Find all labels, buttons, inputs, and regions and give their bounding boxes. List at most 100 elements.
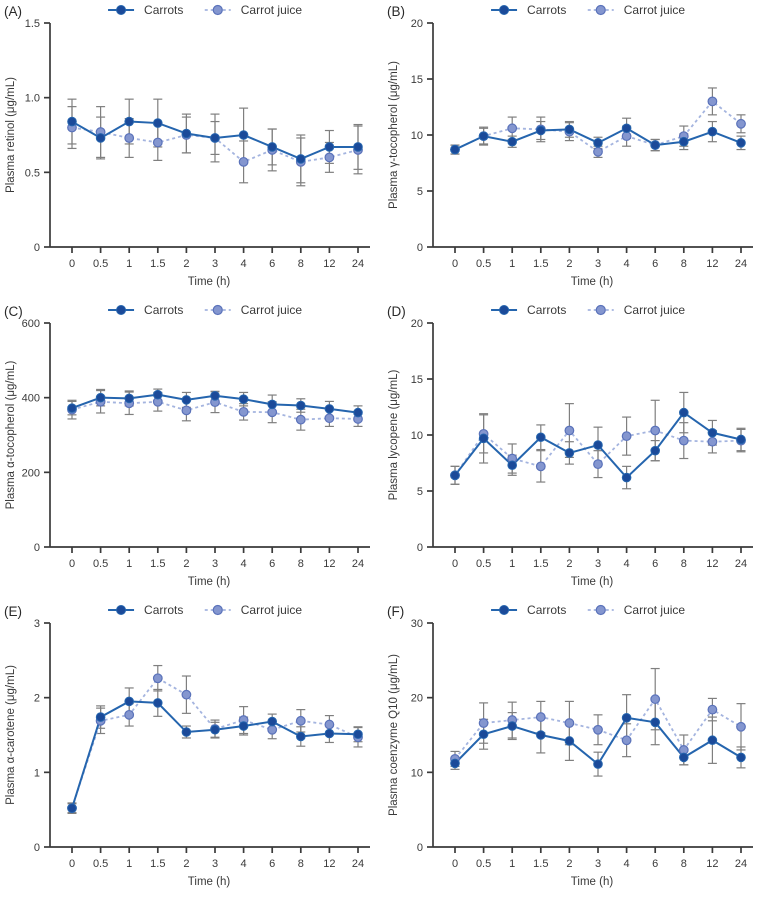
x-tick-label: 12 xyxy=(323,858,335,870)
panel-label: (D) xyxy=(387,304,406,319)
x-tick-label: 24 xyxy=(735,558,747,570)
carrots-marker xyxy=(507,460,517,471)
legend-marker-carrot-juice xyxy=(212,4,223,16)
carrot-juice-marker xyxy=(152,137,163,148)
legend-marker-carrot-juice xyxy=(212,304,223,316)
carrots-marker xyxy=(296,400,306,411)
x-tick-label: 0 xyxy=(452,558,458,570)
carrot-juice-marker xyxy=(507,123,518,134)
legend-marker-carrots xyxy=(116,605,127,615)
x-tick-label: 0 xyxy=(69,258,75,270)
panel-A: (A) Carrots Carrot juice 0 0.5 1.0 1.5 0 0.5 1 1.5… xyxy=(0,0,383,300)
x-tick-label: 0.5 xyxy=(476,558,491,570)
carrot-juice-marker xyxy=(124,133,135,143)
x-tick-label: 6 xyxy=(652,258,658,270)
x-tick-label: 0 xyxy=(452,258,458,270)
carrots-marker xyxy=(324,728,335,739)
carrots-marker xyxy=(679,752,689,763)
y-tick-label: 1.0 xyxy=(25,93,40,105)
legend-label-carrot-juice: Carrot juice xyxy=(624,303,686,317)
carrots-marker xyxy=(536,125,546,136)
carrots-marker xyxy=(267,142,278,152)
y-tick-label: 20 xyxy=(411,693,423,705)
legend-marker-carrot-juice xyxy=(595,4,606,16)
carrots-marker xyxy=(593,759,603,769)
carrots-marker xyxy=(621,472,632,483)
carrots-marker xyxy=(507,136,517,147)
carrot-juice-marker xyxy=(593,459,603,470)
x-tick-label: 2 xyxy=(183,558,189,570)
x-tick-label: 1.5 xyxy=(533,558,548,570)
carrots-marker xyxy=(95,133,106,143)
legend-marker-carrots xyxy=(499,5,510,15)
y-tick-label: 15 xyxy=(411,74,423,86)
x-tick-label: 3 xyxy=(212,858,218,870)
panel-label: (A) xyxy=(4,4,22,19)
y-tick-label: 30 xyxy=(411,618,423,630)
carrots-marker xyxy=(707,735,718,746)
carrots-marker xyxy=(353,407,363,418)
carrots-marker xyxy=(153,698,163,708)
legend-label-carrots: Carrots xyxy=(144,3,183,17)
carrot-juice-marker xyxy=(324,152,335,163)
x-tick-label: 12 xyxy=(323,258,335,270)
panel-D: (D) Carrots Carrot juice 0 5 10 15 20 0 0.5 1 1.5 2 3… xyxy=(383,300,765,600)
carrot-juice-marker xyxy=(181,689,192,700)
x-tick-label: 3 xyxy=(595,858,601,870)
legend-label-carrot-juice: Carrot juice xyxy=(241,603,303,617)
x-tick-label: 8 xyxy=(298,258,304,270)
y-tick-label: 5 xyxy=(417,486,423,498)
legend-label-carrots: Carrots xyxy=(527,603,566,617)
x-tick-label: 0 xyxy=(69,858,75,870)
carrot-juice-marker xyxy=(267,407,278,418)
x-tick-label: 12 xyxy=(706,558,718,570)
carrot-juice-marker xyxy=(267,724,278,735)
carrot-juice-marker xyxy=(650,694,661,705)
carrots-marker xyxy=(536,730,546,740)
y-tick-label: 10 xyxy=(411,430,423,442)
carrots-marker xyxy=(210,133,220,143)
legend-marker-carrot-juice xyxy=(595,604,606,616)
y-tick-label: 400 xyxy=(22,393,40,405)
x-tick-label: 0.5 xyxy=(476,258,491,270)
legend-marker-carrots xyxy=(499,305,510,315)
chart-F-svg: (F) Carrots Carrot juice 0 10 20 30 0 0.5 1 1.5 2 3 4… xyxy=(387,603,753,888)
carrots-marker xyxy=(353,729,363,740)
carrots-marker xyxy=(210,391,220,401)
y-tick-label: 0 xyxy=(417,842,423,854)
carrot-juice-marker xyxy=(593,724,603,735)
legend-marker-carrots xyxy=(499,605,510,615)
x-tick-label: 1 xyxy=(509,258,515,270)
legend-label-carrot-juice: Carrot juice xyxy=(624,3,686,17)
y-tick-label: 0 xyxy=(34,842,40,854)
y-tick-label: 1 xyxy=(34,767,40,779)
x-tick-label: 6 xyxy=(652,858,658,870)
carrots-marker xyxy=(267,716,278,727)
legend-label-carrot-juice: Carrot juice xyxy=(241,3,303,17)
carrots-marker xyxy=(564,124,575,135)
y-tick-label: 20 xyxy=(411,318,423,330)
legend-label-carrots: Carrots xyxy=(144,603,183,617)
x-tick-label: 4 xyxy=(241,258,247,270)
carrot-juice-marker xyxy=(238,406,249,417)
x-tick-label: 12 xyxy=(706,858,718,870)
legend-marker-carrot-juice xyxy=(595,304,606,316)
panel-C: (C) Carrots Carrot juice 0 200 400 600 0 0.5 1 1.5… xyxy=(0,300,383,600)
carrots-marker xyxy=(124,393,134,404)
carrots-line xyxy=(71,700,359,809)
y-axis-title: Plasma γ-tocopherol (μg/mL) xyxy=(388,61,400,209)
carrot-juice-marker xyxy=(324,413,335,424)
carrots-marker xyxy=(324,142,335,152)
carrots-marker xyxy=(650,717,661,728)
y-tick-label: 0 xyxy=(417,542,423,554)
carrots-marker xyxy=(296,154,306,164)
x-tick-label: 1 xyxy=(509,558,515,570)
carrots-marker xyxy=(478,131,489,141)
carrots-marker xyxy=(450,144,460,155)
carrots-marker xyxy=(153,389,163,400)
panel-E: (E) Carrots Carrot juice 0 1 2 3 0 0.5 1 1.5 2 3 4 6 8 1… xyxy=(0,600,383,900)
carrots-marker xyxy=(181,727,192,737)
carrots-marker xyxy=(95,712,106,722)
x-tick-label: 3 xyxy=(595,558,601,570)
